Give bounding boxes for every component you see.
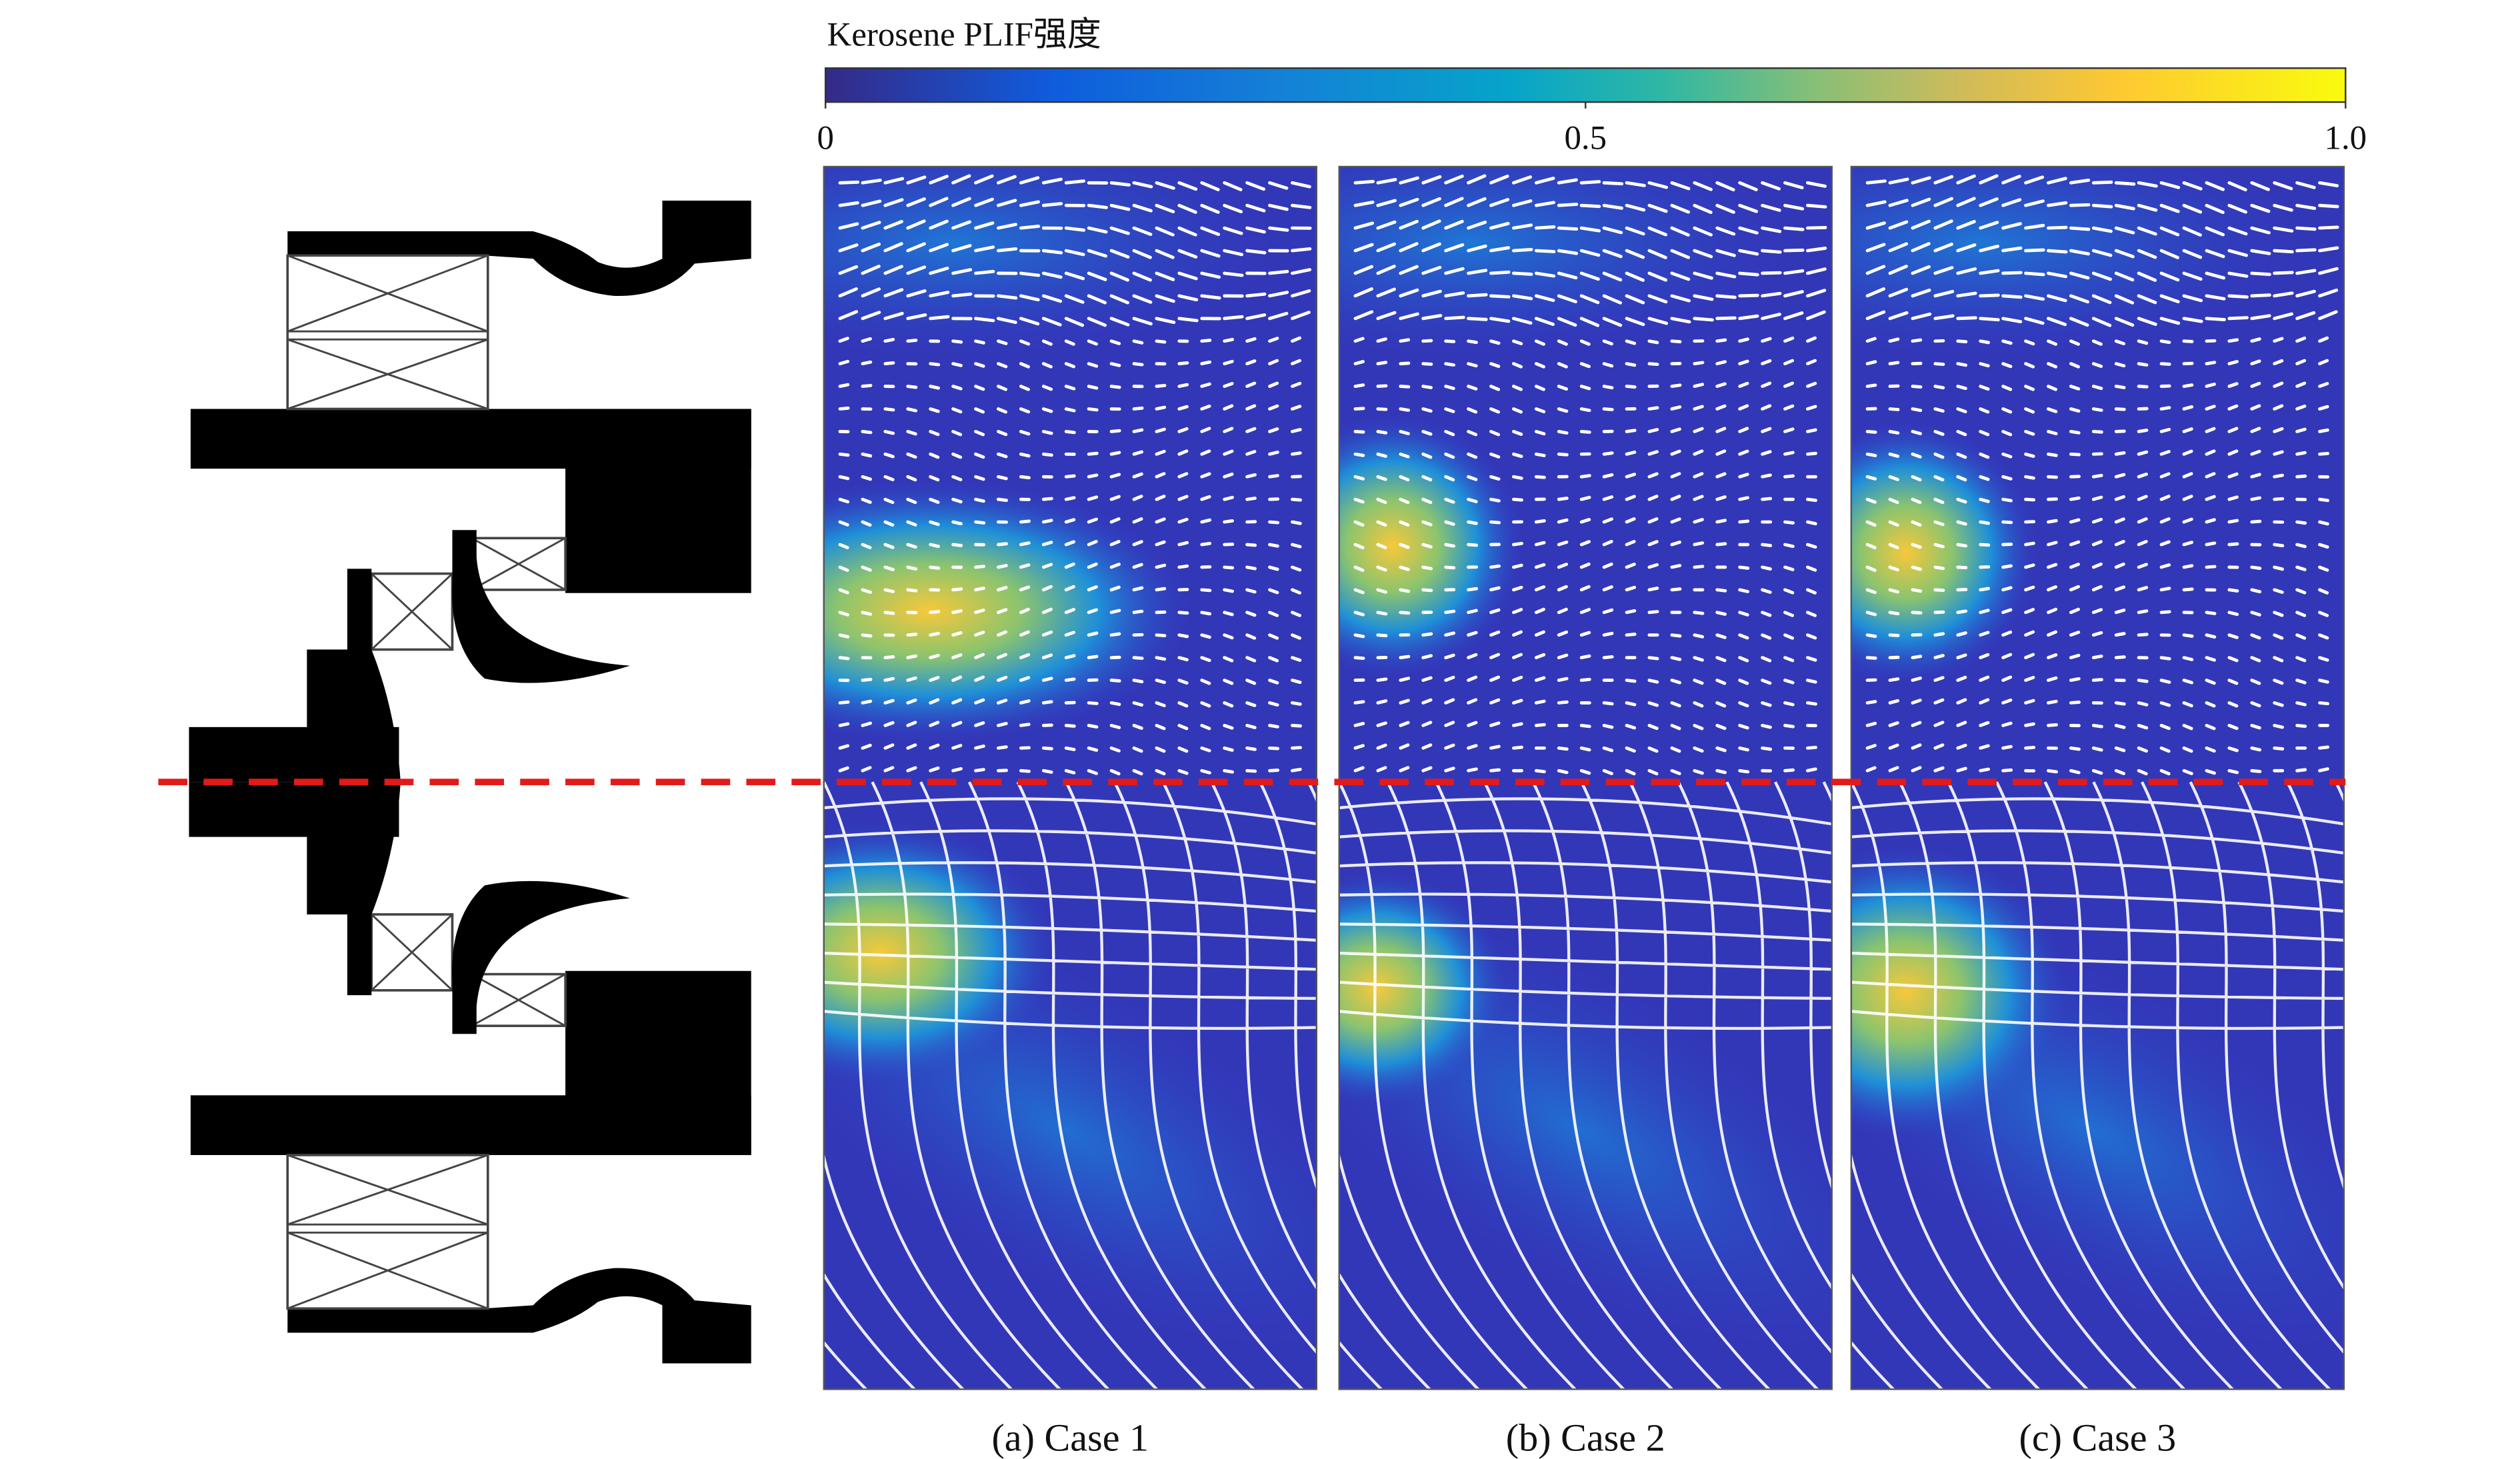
panel [1338, 165, 1833, 1390]
colorbar-tick-label: 1.0 [2325, 119, 2367, 157]
panel-frame [823, 165, 1318, 1390]
nozzle-schematic [187, 200, 753, 1365]
panel [823, 165, 1318, 1390]
plif-panels [823, 165, 2345, 1390]
colorbar [824, 67, 2347, 103]
colorbar-tick-label: 0 [817, 119, 833, 157]
colorbar-tick-label: 0.5 [1564, 119, 1607, 157]
panel [1850, 165, 2345, 1390]
panel-frame [1338, 165, 1833, 1390]
panel-caption: (a) Case 1 [991, 1416, 1149, 1459]
colorbar-title: Kerosene PLIF强度 [827, 16, 1101, 53]
panel-caption: (b) Case 2 [1506, 1416, 1665, 1459]
colorbar-ticks: 0 0.5 1.0 [817, 102, 2367, 157]
panel-frame [1850, 165, 2345, 1390]
panel-caption: (c) Case 3 [2019, 1416, 2177, 1459]
